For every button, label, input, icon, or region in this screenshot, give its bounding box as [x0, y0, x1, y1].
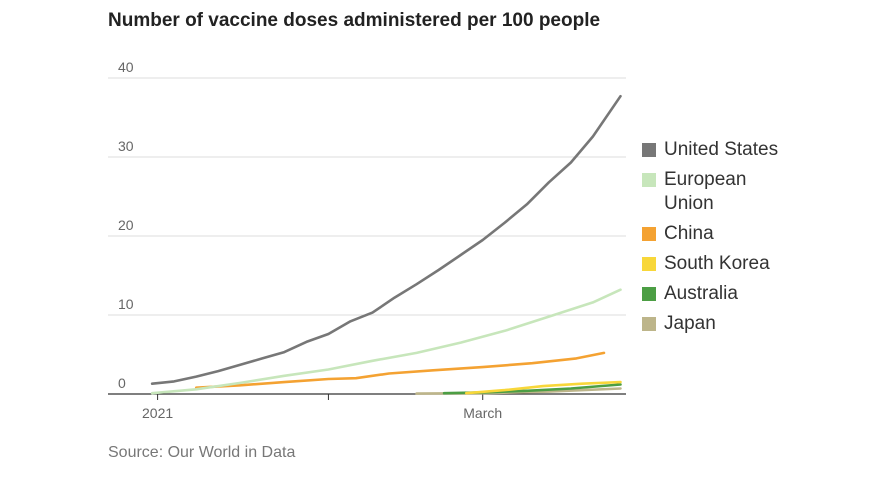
series-line-south-korea [464, 380, 622, 395]
legend-item-united-states: United States [642, 138, 842, 162]
y-tick-label: 20 [118, 217, 134, 233]
legend-swatch [642, 317, 656, 331]
y-tick-label: 30 [118, 138, 134, 154]
legend-item-japan: Japan [642, 312, 842, 336]
legend-item-australia: Australia [642, 282, 842, 306]
legend-label: European Union [664, 169, 747, 214]
series-line-united-states [150, 94, 622, 386]
series-line-china [194, 351, 606, 390]
chart-title: Number of vaccine doses administered per… [108, 10, 601, 31]
legend-item-china: China [642, 222, 842, 246]
legend-swatch [642, 227, 656, 241]
legend-label: Australia [664, 283, 738, 304]
legend-item-european-union: European Union [642, 168, 842, 216]
x-axis: 2021 March [108, 393, 626, 421]
source-note: Source: Our World in Data [108, 444, 296, 461]
legend-swatch [642, 257, 656, 271]
series-line-european-union [150, 288, 622, 395]
legend-swatch [642, 173, 656, 187]
y-tick-label: 0 [118, 375, 126, 391]
x-tick-label: 2021 [142, 405, 173, 421]
legend-label: South Korea [664, 253, 770, 274]
x-tick-label: March [463, 405, 502, 421]
legend-swatch [642, 143, 656, 157]
y-tick-label: 40 [118, 59, 134, 75]
legend-label: China [664, 223, 714, 244]
series-lines [150, 94, 622, 395]
legend-label: United States [664, 139, 779, 160]
y-tick-label: 10 [118, 296, 134, 312]
legend-label: Japan [664, 313, 716, 334]
legend-swatch [642, 287, 656, 301]
legend: United States European Union China South Ko… [642, 138, 842, 342]
gridlines: 0 10 20 30 40 [108, 59, 626, 391]
legend-item-south-korea: South Korea [642, 252, 842, 276]
